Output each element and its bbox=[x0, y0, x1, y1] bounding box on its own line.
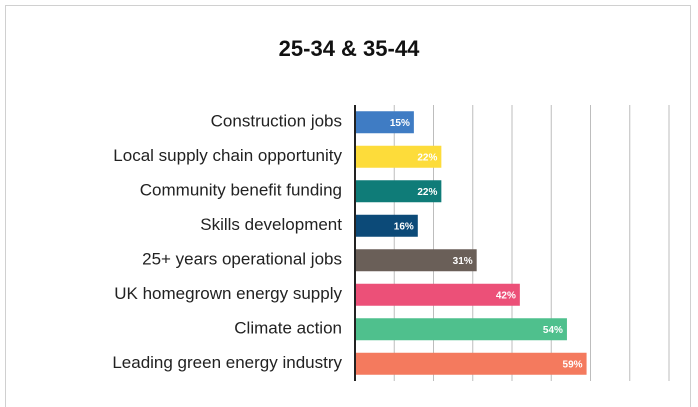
chart-title: 25-34 & 35-44 bbox=[279, 36, 420, 61]
bar bbox=[355, 249, 477, 272]
value-label: 22% bbox=[417, 187, 437, 198]
category-label: UK homegrown energy supply bbox=[114, 284, 342, 303]
bar bbox=[355, 180, 442, 203]
value-label: 16% bbox=[394, 221, 414, 232]
value-label: 31% bbox=[453, 256, 473, 267]
value-label: 54% bbox=[543, 325, 563, 336]
bar bbox=[355, 214, 418, 237]
bar bbox=[355, 111, 414, 134]
bar bbox=[355, 283, 520, 306]
value-label: 42% bbox=[496, 290, 516, 301]
category-label: Climate action bbox=[234, 319, 342, 338]
category-label: Community benefit funding bbox=[140, 181, 342, 200]
value-label: 15% bbox=[390, 118, 410, 129]
bar bbox=[355, 145, 442, 168]
chart-frame bbox=[5, 5, 691, 407]
bar bbox=[355, 352, 587, 375]
category-label: 25+ years operational jobs bbox=[142, 250, 342, 269]
category-label: Leading green energy industry bbox=[112, 353, 342, 372]
category-label: Construction jobs bbox=[211, 112, 342, 131]
category-label: Local supply chain opportunity bbox=[113, 146, 342, 165]
value-label: 59% bbox=[563, 359, 583, 370]
value-label: 22% bbox=[417, 152, 437, 163]
category-label: Skills development bbox=[200, 215, 342, 234]
bar bbox=[355, 318, 567, 341]
